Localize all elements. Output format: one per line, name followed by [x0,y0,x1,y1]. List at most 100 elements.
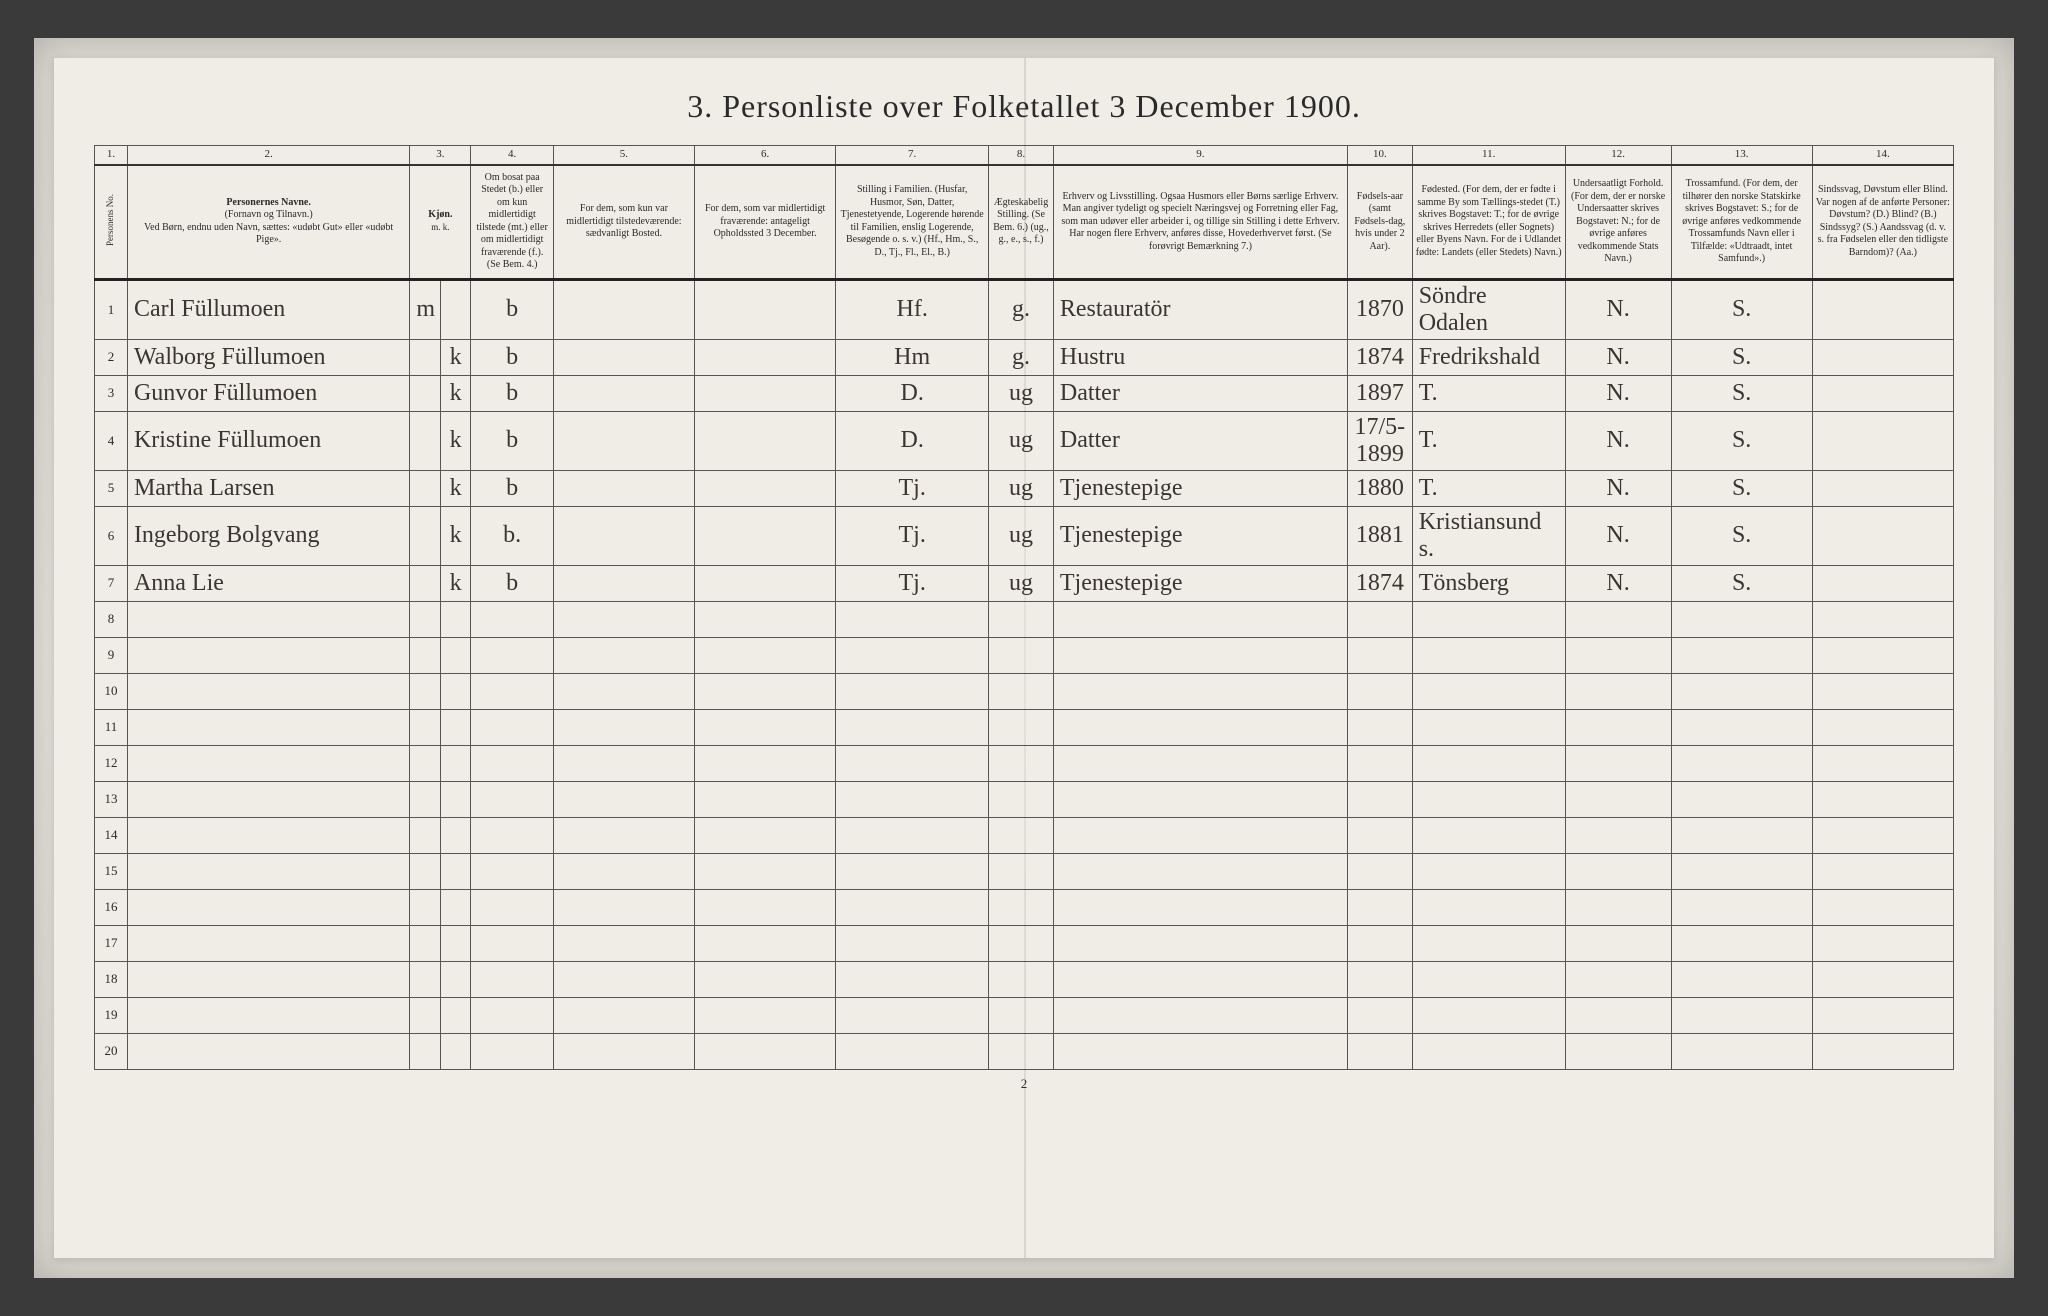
cell [1412,601,1565,637]
cell [1348,745,1413,781]
cell: Tj. [836,565,989,601]
cell: ug [989,411,1054,470]
colnum: 4. [471,146,553,165]
cell: S. [1671,470,1812,506]
cell: 6 [95,506,128,565]
cell [1412,817,1565,853]
cell: D. [836,411,989,470]
cell [1812,279,1953,339]
table-row: 4Kristine FüllumoenkbD.ugDatter17/5-1899… [95,411,1954,470]
census-page: 3. Personliste over Folketallet 3 Decemb… [54,58,1994,1258]
cell [1671,997,1812,1033]
cell [1812,470,1953,506]
cell [127,601,409,637]
cell [553,709,694,745]
scan-background: 3. Personliste over Folketallet 3 Decemb… [34,38,2014,1278]
cell [695,637,836,673]
cell: 1897 [1348,375,1413,411]
cell [1348,961,1413,997]
colnum: 13. [1671,146,1812,165]
colnum: 11. [1412,146,1565,165]
cell [989,637,1054,673]
table-row: 19 [95,997,1954,1033]
cell [553,853,694,889]
cell [553,961,694,997]
cell: D. [836,375,989,411]
cell [1671,781,1812,817]
cell [836,637,989,673]
cell: Söndre Odalen [1412,279,1565,339]
cell [989,853,1054,889]
cell: b. [471,506,553,565]
cell [553,1033,694,1069]
cell: S. [1671,375,1812,411]
cell [1671,637,1812,673]
cell [1412,673,1565,709]
cell [1812,781,1953,817]
cell [1671,1033,1812,1069]
cell [440,925,471,961]
cell [1412,925,1565,961]
cell [440,279,471,339]
cell: 7 [95,565,128,601]
table-row: 8 [95,601,1954,637]
cell [1671,745,1812,781]
cell [1412,853,1565,889]
table-row: 1Carl FüllumoenmbHf.g.Restauratör1870Sön… [95,279,1954,339]
table-row: 13 [95,781,1954,817]
table-row: 16 [95,889,1954,925]
cell [1565,1033,1671,1069]
cell: Tj. [836,506,989,565]
cell [989,673,1054,709]
cell: b [471,279,553,339]
cell [410,565,441,601]
header-nationality: Undersaatligt Forhold. (For dem, der er … [1565,165,1671,280]
cell: 9 [95,637,128,673]
cell [553,781,694,817]
cell [410,853,441,889]
cell: b [471,411,553,470]
page-number: 2 [94,1076,1954,1092]
cell [1812,375,1953,411]
cell [127,673,409,709]
cell [410,1033,441,1069]
cell [1812,853,1953,889]
cell [1671,889,1812,925]
header-temp-present: For dem, som kun var midlertidigt tilste… [553,165,694,280]
cell [1053,637,1347,673]
cell [553,375,694,411]
cell [553,470,694,506]
cell [695,781,836,817]
cell [471,637,553,673]
cell [1671,853,1812,889]
cell [1565,745,1671,781]
cell: N. [1565,411,1671,470]
cell: Martha Larsen [127,470,409,506]
cell [471,817,553,853]
table-row: 14 [95,817,1954,853]
cell [1671,673,1812,709]
cell [471,961,553,997]
cell [1812,709,1953,745]
cell [836,997,989,1033]
cell [127,925,409,961]
colnum: 2. [127,146,409,165]
cell: 15 [95,853,128,889]
cell [989,961,1054,997]
cell [989,709,1054,745]
cell: k [440,339,471,375]
cell [836,745,989,781]
cell [410,375,441,411]
cell: ug [989,506,1054,565]
cell: b [471,339,553,375]
cell [553,673,694,709]
header-marital: Ægteskabelig Stilling. (Se Bem. 6.) (ug.… [989,165,1054,280]
cell: N. [1565,506,1671,565]
cell [410,961,441,997]
cell [1812,637,1953,673]
cell [1053,961,1347,997]
cell [1565,997,1671,1033]
cell: Hf. [836,279,989,339]
cell [1348,997,1413,1033]
cell [695,817,836,853]
